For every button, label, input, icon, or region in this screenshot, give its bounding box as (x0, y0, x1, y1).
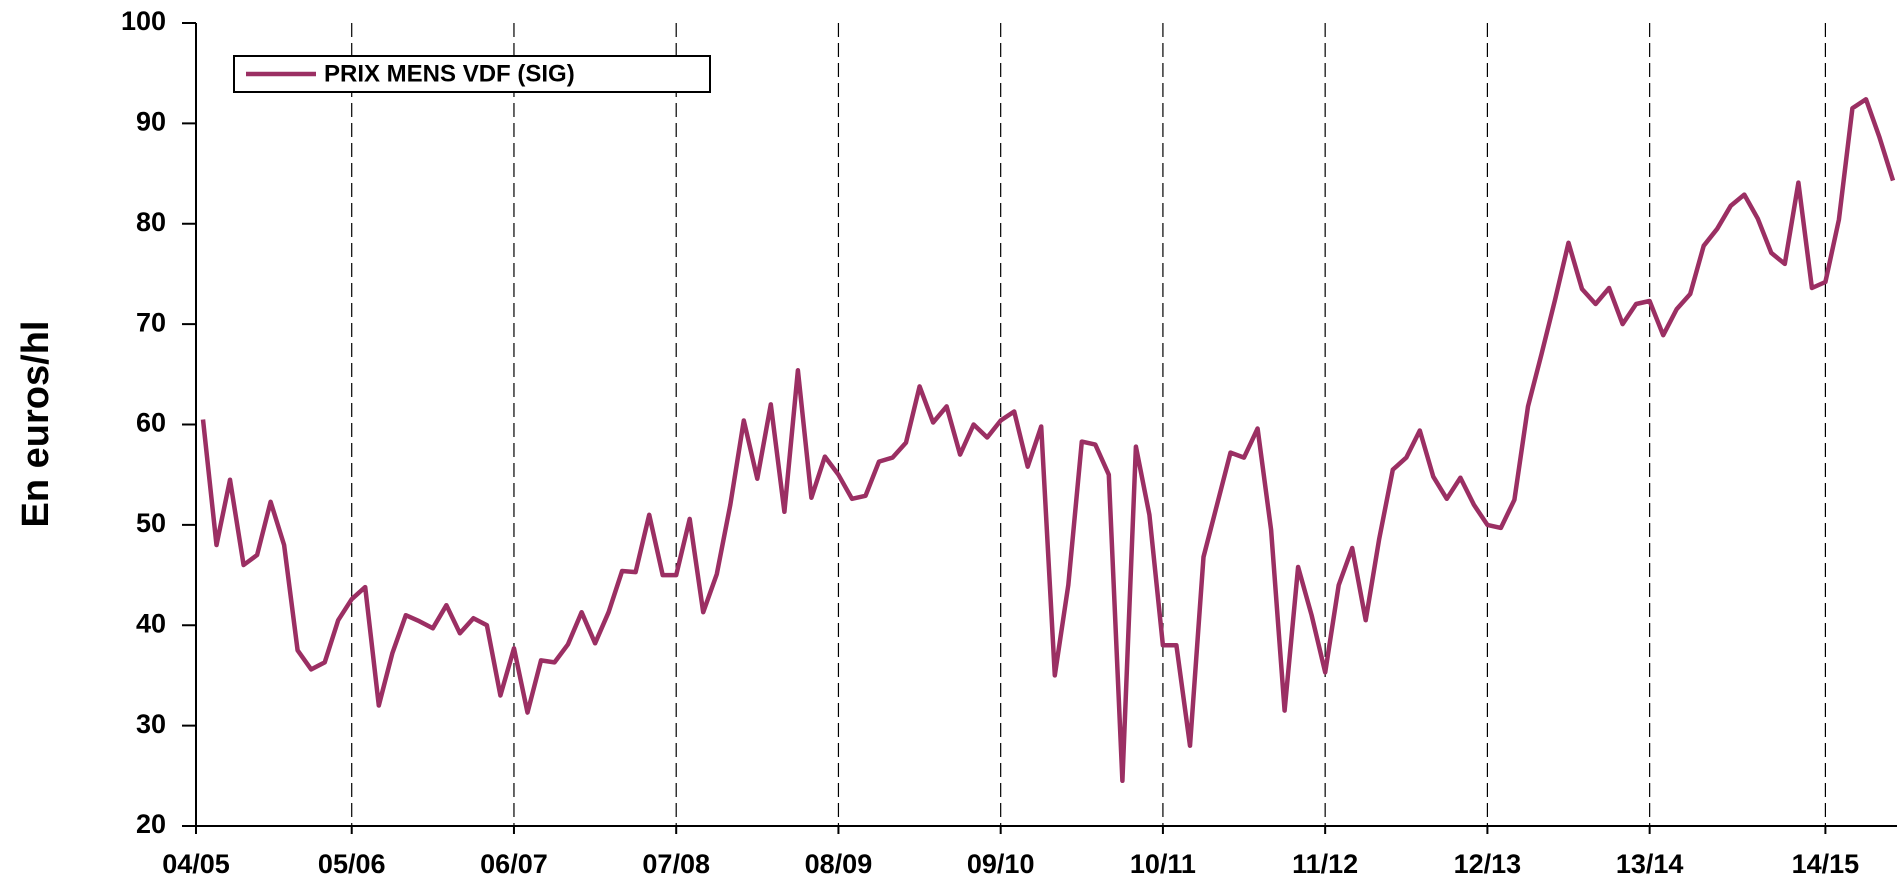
data-line (200, 97, 1896, 784)
y-tick-label: 80 (136, 207, 166, 237)
x-tick-label: 07/08 (642, 849, 710, 879)
y-tick-label: 100 (121, 6, 166, 36)
y-tick-label: 70 (136, 307, 166, 337)
x-tick-label: 08/09 (805, 849, 873, 879)
legend-label: PRIX MENS VDF (SIG) (324, 60, 575, 87)
x-tick-label: 06/07 (480, 849, 548, 879)
y-tick-label: 60 (136, 408, 166, 438)
x-tick-label: 13/14 (1616, 849, 1684, 879)
x-tick-label: 11/12 (1292, 849, 1358, 879)
y-tick-label: 90 (136, 107, 166, 137)
x-tick-label: 12/13 (1454, 849, 1522, 879)
x-tick-label: 05/06 (318, 849, 386, 879)
x-tick-label: 10/11 (1130, 849, 1196, 879)
x-tick-label: 09/10 (967, 849, 1035, 879)
x-tick-label: 14/15 (1792, 849, 1860, 879)
y-tick-label: 40 (136, 608, 166, 638)
y-tick-label: 30 (136, 709, 166, 739)
y-tick-label: 20 (136, 809, 166, 839)
x-tick-label: 04/05 (162, 849, 230, 879)
y-axis-label: En euros/hl (15, 321, 57, 528)
y-tick-label: 50 (136, 508, 166, 538)
